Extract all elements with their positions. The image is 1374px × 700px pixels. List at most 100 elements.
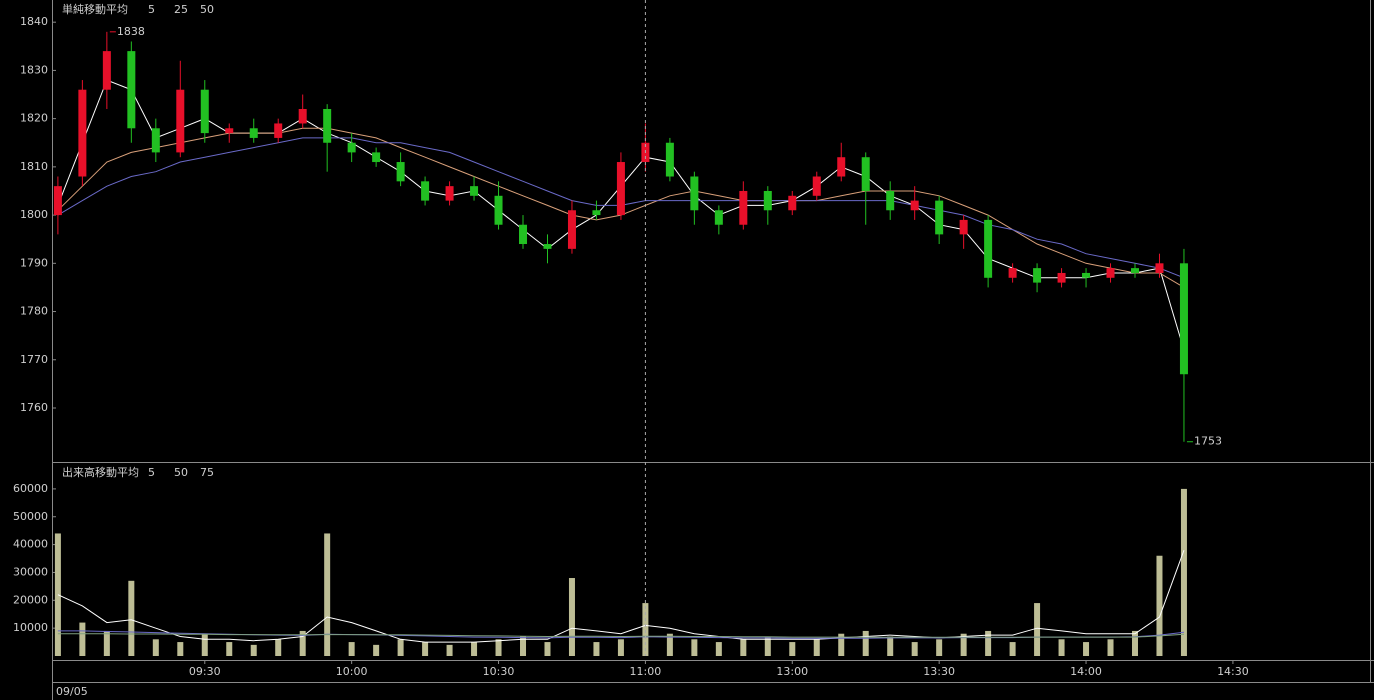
candle-body <box>1057 272 1066 283</box>
legend-entry: 25 <box>174 3 188 16</box>
volume-bar <box>495 639 502 656</box>
candle-body <box>323 108 332 143</box>
volume-bar <box>715 642 722 656</box>
candle-body <box>543 244 552 249</box>
candle-body <box>445 186 454 201</box>
candle-body <box>592 210 601 216</box>
candle-body <box>714 210 723 225</box>
volume-bar <box>1131 630 1138 656</box>
panel-title: 単純移動平均 <box>62 2 128 16</box>
x-tick-label: 10:00 <box>336 665 368 678</box>
candle-body <box>567 210 576 249</box>
y-tick-label: 1820 <box>20 112 48 125</box>
volume-bar <box>1180 488 1187 656</box>
y-tick-label: 1810 <box>20 160 48 173</box>
volume-bar <box>397 639 404 656</box>
volume-bar <box>862 630 869 656</box>
candle-body <box>127 51 136 129</box>
candle-body <box>886 190 895 211</box>
candle-body <box>200 89 209 134</box>
candle-body <box>102 51 111 90</box>
candle-body <box>665 142 674 177</box>
candle-body <box>1155 263 1164 273</box>
y-tick-label: 1760 <box>20 401 48 414</box>
volume-bar <box>544 642 551 656</box>
y-tick-label: 10000 <box>13 621 48 634</box>
x-tick-label: 11:00 <box>630 665 662 678</box>
candle-body <box>812 176 821 196</box>
x-tick-label: 14:30 <box>1217 665 1249 678</box>
candle-body <box>739 190 748 225</box>
annotation-label: 1838 <box>117 25 145 38</box>
candle-body <box>78 89 87 177</box>
candle-body <box>1106 268 1115 278</box>
volume-bar <box>568 578 575 656</box>
volume-bar <box>911 642 918 656</box>
volume-bar <box>1009 642 1016 656</box>
candle-body <box>690 176 699 211</box>
volume-bar <box>1058 639 1065 656</box>
legend-entry: 75 <box>200 466 214 479</box>
candle-body <box>1082 272 1091 278</box>
candle-body <box>53 186 62 216</box>
candle-body <box>1130 268 1139 273</box>
candle-body <box>616 162 625 216</box>
candle-body <box>959 219 968 235</box>
legend-entry: 5 <box>148 466 155 479</box>
y-tick-label: 1770 <box>20 353 48 366</box>
moving-average-line <box>57 633 1185 638</box>
x-tick-label: 13:30 <box>923 665 955 678</box>
candle-body <box>1179 263 1188 375</box>
volume-bar <box>1107 639 1114 656</box>
y-tick-label: 1800 <box>20 208 48 221</box>
volume-bar <box>1156 555 1163 656</box>
legend-entry: 50 <box>200 3 214 16</box>
candle-body <box>421 181 430 201</box>
volume-bar <box>422 642 429 656</box>
candle-body <box>1008 268 1017 278</box>
candle-body <box>274 123 283 138</box>
volume-bar <box>373 644 380 656</box>
volume-bar <box>446 644 453 656</box>
candle-body <box>494 195 503 225</box>
date-label: 09/05 <box>56 685 88 698</box>
volume-bar <box>1034 603 1041 656</box>
candle-body <box>249 128 258 138</box>
y-tick-label: 20000 <box>13 593 48 606</box>
volume-bar <box>520 636 527 656</box>
volume-bar <box>275 639 282 656</box>
candle-body <box>984 219 993 278</box>
legend-entry: 50 <box>174 466 188 479</box>
volume-bar <box>789 642 796 656</box>
volume-bar <box>642 603 649 656</box>
candle-body <box>910 200 919 211</box>
volume-bar <box>201 633 208 656</box>
candle-body <box>347 142 356 153</box>
volume-bar <box>764 636 771 656</box>
volume-bar <box>79 622 86 656</box>
candle-body <box>519 224 528 245</box>
volume-bar <box>666 633 673 656</box>
candle-body <box>298 108 307 124</box>
x-tick-label: 09:30 <box>189 665 221 678</box>
y-tick-label: 1780 <box>20 305 48 318</box>
volume-bar <box>226 642 233 656</box>
moving-average-line <box>57 550 1185 643</box>
candle-body <box>470 186 479 196</box>
y-tick-label: 60000 <box>13 482 48 495</box>
volume-bar <box>299 630 306 656</box>
volume-bar <box>593 642 600 656</box>
volume-bar <box>324 533 331 656</box>
y-tick-label: 40000 <box>13 538 48 551</box>
candle-body <box>396 162 405 182</box>
volume-bar <box>152 639 159 656</box>
volume-bar <box>177 642 184 656</box>
legend-entry: 5 <box>148 3 155 16</box>
y-tick-label: 50000 <box>13 510 48 523</box>
volume-bar <box>985 630 992 656</box>
volume-bar <box>813 639 820 656</box>
x-tick-label: 13:00 <box>776 665 808 678</box>
